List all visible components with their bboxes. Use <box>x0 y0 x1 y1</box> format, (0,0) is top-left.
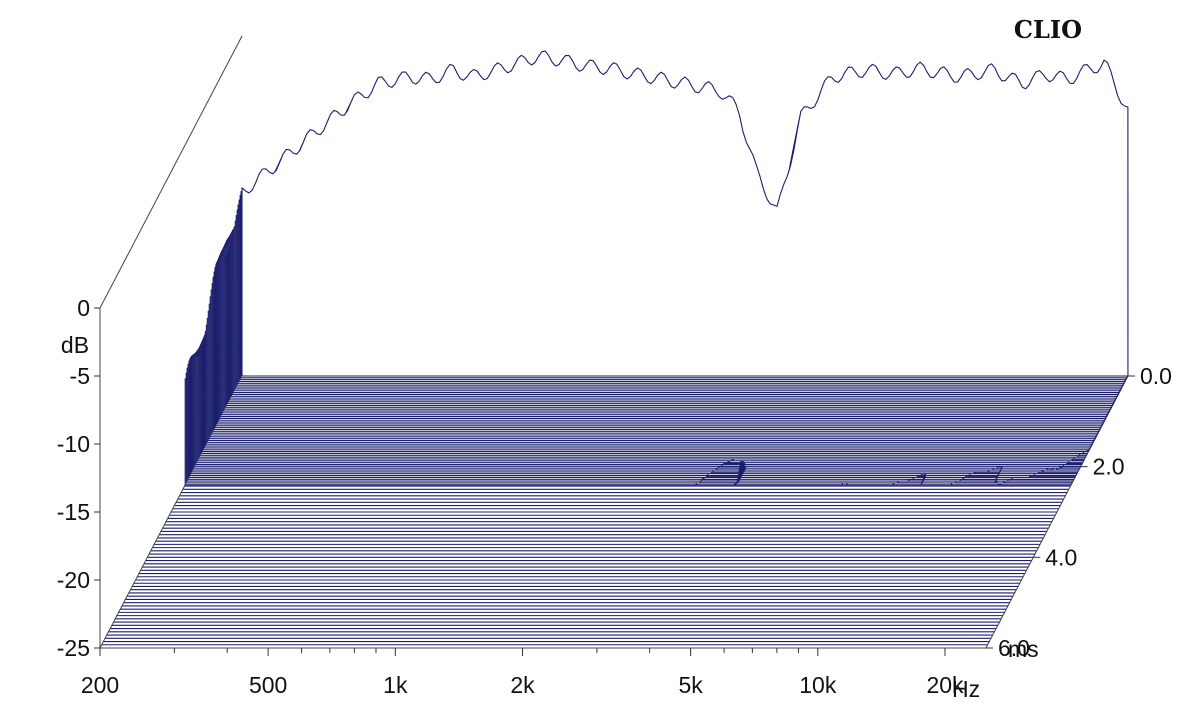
x-tick-label: 2k <box>510 672 535 698</box>
z-tick-label: 2.0 <box>1093 454 1125 480</box>
y-tick-label: -10 <box>57 431 90 457</box>
z-axis-unit-label: ms <box>1008 636 1039 662</box>
x-tick-label: 20k <box>926 672 964 698</box>
y-axis-label: dB <box>61 332 89 358</box>
x-tick-label: 200 <box>81 672 119 698</box>
y-tick-label: -25 <box>57 635 90 661</box>
x-tick-label: 10k <box>799 672 837 698</box>
x-tick-label: 1k <box>383 672 408 698</box>
z-tick-label: 6.0 <box>998 635 1030 661</box>
x-axis-unit-label: Hz <box>952 676 980 702</box>
x-tick-label: 5k <box>678 672 703 698</box>
z-axis-ticks: 0.0 2.0 4.0 6.0 <box>985 363 1172 661</box>
y-tick-label: -20 <box>57 567 90 593</box>
axis-frame <box>99 35 1129 649</box>
y-axis-ticks: 0 -5 -10 -15 -20 -25 <box>57 295 100 661</box>
x-axis-ticks: 200 500 1k 2k 5k 10k 20k <box>81 648 964 698</box>
top-left-depth-line <box>99 35 243 309</box>
brand-logo-text: CLIO <box>1014 15 1082 44</box>
y-tick-label: -15 <box>57 499 90 525</box>
z-tick-label: 0.0 <box>1140 363 1172 389</box>
waterfall-slice <box>241 50 1129 377</box>
waterfall-slices <box>184 50 1129 486</box>
z-tick-label: 4.0 <box>1045 544 1077 570</box>
y-tick-label: 0 <box>77 295 90 321</box>
x-tick-label: 500 <box>249 672 287 698</box>
y-tick-label: -5 <box>70 363 90 389</box>
